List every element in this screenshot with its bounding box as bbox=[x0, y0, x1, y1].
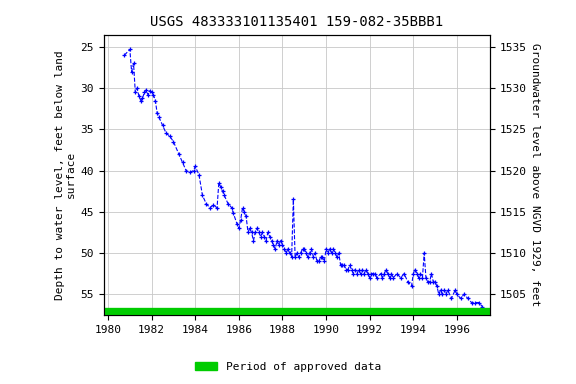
Title: USGS 483333101135401 159-082-35BBB1: USGS 483333101135401 159-082-35BBB1 bbox=[150, 15, 443, 29]
Y-axis label: Groundwater level above NGVD 1929, feet: Groundwater level above NGVD 1929, feet bbox=[530, 43, 540, 306]
Legend: Period of approved data: Period of approved data bbox=[191, 358, 385, 377]
Y-axis label: Depth to water level, feet below land
surface: Depth to water level, feet below land su… bbox=[55, 50, 76, 300]
